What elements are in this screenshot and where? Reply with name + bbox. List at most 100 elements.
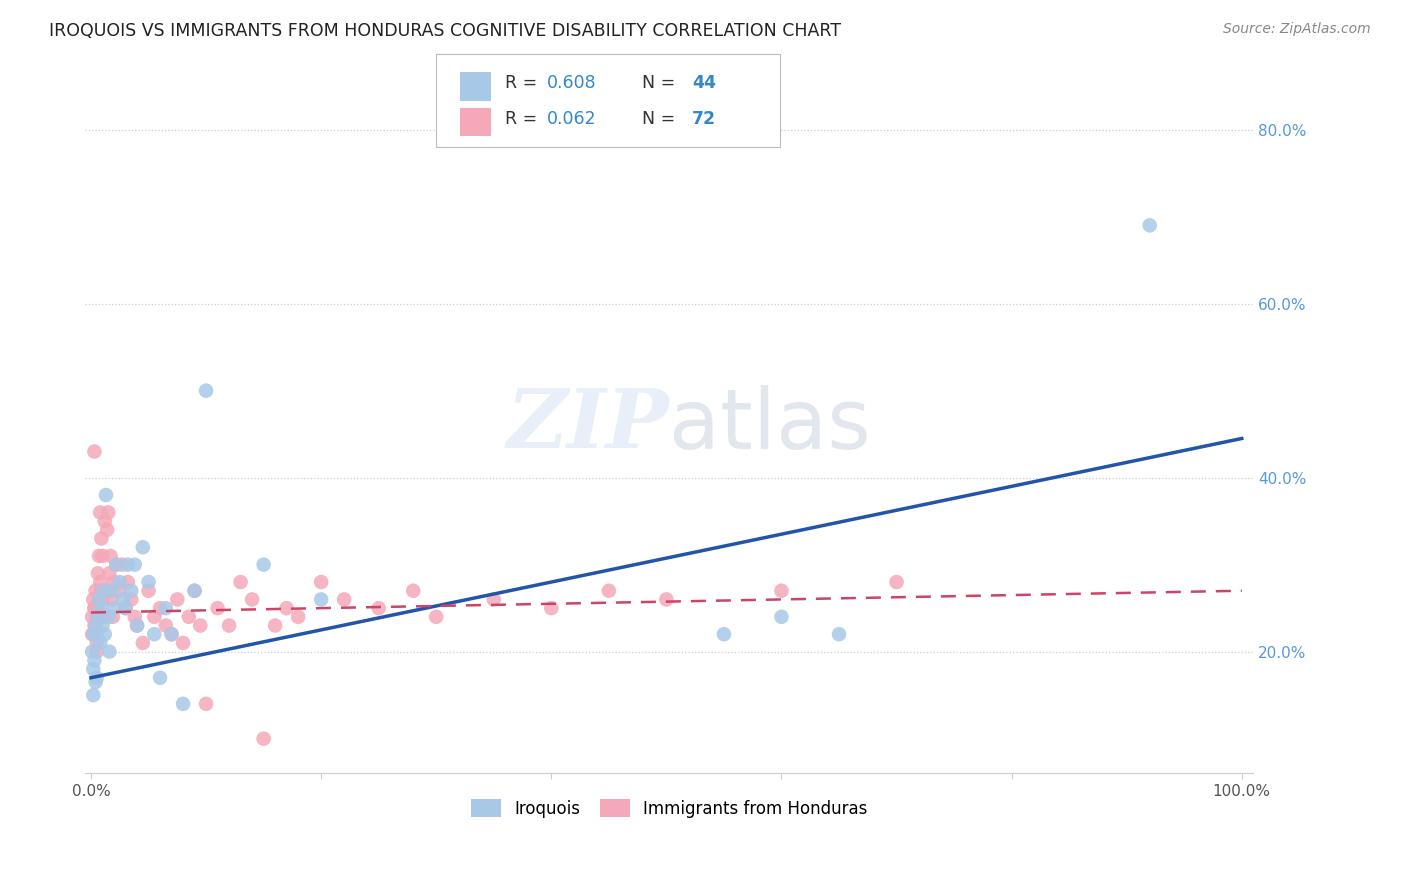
Point [108, 583, 131, 598]
Point [86, 610, 108, 624]
Point [309, 592, 332, 607]
Point [87, 601, 110, 615]
Point [276, 601, 298, 615]
Point [207, 601, 229, 615]
Point [87, 592, 110, 607]
Point [91, 549, 114, 563]
Point [108, 575, 131, 590]
Legend: Iroquois, Immigrants from Honduras: Iroquois, Immigrants from Honduras [464, 793, 875, 824]
Point [143, 627, 166, 641]
Point [114, 601, 136, 615]
Point [482, 592, 505, 607]
Point [309, 575, 332, 590]
Point [84, 583, 107, 598]
Point [86, 627, 108, 641]
Point [655, 592, 678, 607]
Point [240, 592, 263, 607]
Point [1139, 219, 1161, 233]
Point [155, 618, 177, 632]
Text: 44: 44 [692, 74, 716, 92]
Point [86, 636, 108, 650]
Point [886, 575, 908, 590]
Point [82, 662, 104, 676]
Text: 0.062: 0.062 [547, 110, 596, 128]
Point [264, 618, 287, 632]
Point [93, 610, 115, 624]
Point [598, 583, 620, 598]
Point [143, 610, 166, 624]
Point [114, 601, 136, 615]
Point [160, 627, 183, 641]
Point [94, 514, 117, 528]
Text: N =: N = [631, 74, 681, 92]
Point [82, 645, 104, 659]
Text: ZIP: ZIP [506, 385, 669, 466]
Point [172, 636, 194, 650]
Point [252, 731, 274, 746]
Point [82, 627, 104, 641]
Point [84, 618, 107, 632]
Point [94, 583, 117, 598]
Point [117, 558, 139, 572]
Point [97, 610, 120, 624]
Point [103, 575, 125, 590]
Point [188, 618, 211, 632]
Text: Source: ZipAtlas.com: Source: ZipAtlas.com [1223, 22, 1371, 37]
Point [87, 610, 110, 624]
Point [132, 636, 155, 650]
Point [83, 444, 105, 458]
Point [218, 618, 240, 632]
Point [82, 688, 104, 702]
Point [177, 610, 200, 624]
Point [183, 583, 205, 598]
Point [155, 601, 177, 615]
Point [94, 627, 117, 641]
Point [160, 627, 183, 641]
Point [425, 610, 447, 624]
Point [87, 592, 110, 607]
Point [89, 575, 111, 590]
Point [100, 583, 122, 598]
Text: 0.608: 0.608 [547, 74, 596, 92]
Point [132, 540, 155, 554]
Point [83, 653, 105, 667]
Point [117, 575, 139, 590]
Point [96, 523, 118, 537]
Point [105, 558, 128, 572]
Point [367, 601, 389, 615]
Point [100, 549, 122, 563]
Point [166, 592, 188, 607]
Point [90, 601, 112, 615]
Point [103, 601, 125, 615]
Point [195, 384, 218, 398]
Point [84, 618, 107, 632]
Point [138, 583, 160, 598]
Point [333, 592, 356, 607]
Point [87, 549, 110, 563]
Point [120, 592, 142, 607]
Point [112, 592, 135, 607]
Point [111, 558, 134, 572]
Point [540, 601, 562, 615]
Point [149, 601, 172, 615]
Point [124, 558, 146, 572]
Point [713, 627, 735, 641]
Point [82, 610, 104, 624]
Point [101, 610, 124, 624]
Point [828, 627, 851, 641]
Point [90, 583, 112, 598]
Point [90, 532, 112, 546]
Point [87, 566, 110, 581]
Text: 72: 72 [692, 110, 716, 128]
Point [125, 618, 148, 632]
Point [287, 610, 309, 624]
Point [120, 583, 142, 598]
Text: N =: N = [631, 110, 681, 128]
Point [93, 583, 115, 598]
Point [83, 601, 105, 615]
Point [98, 645, 121, 659]
Point [89, 505, 111, 519]
Point [172, 697, 194, 711]
Point [91, 618, 114, 632]
Point [402, 583, 425, 598]
